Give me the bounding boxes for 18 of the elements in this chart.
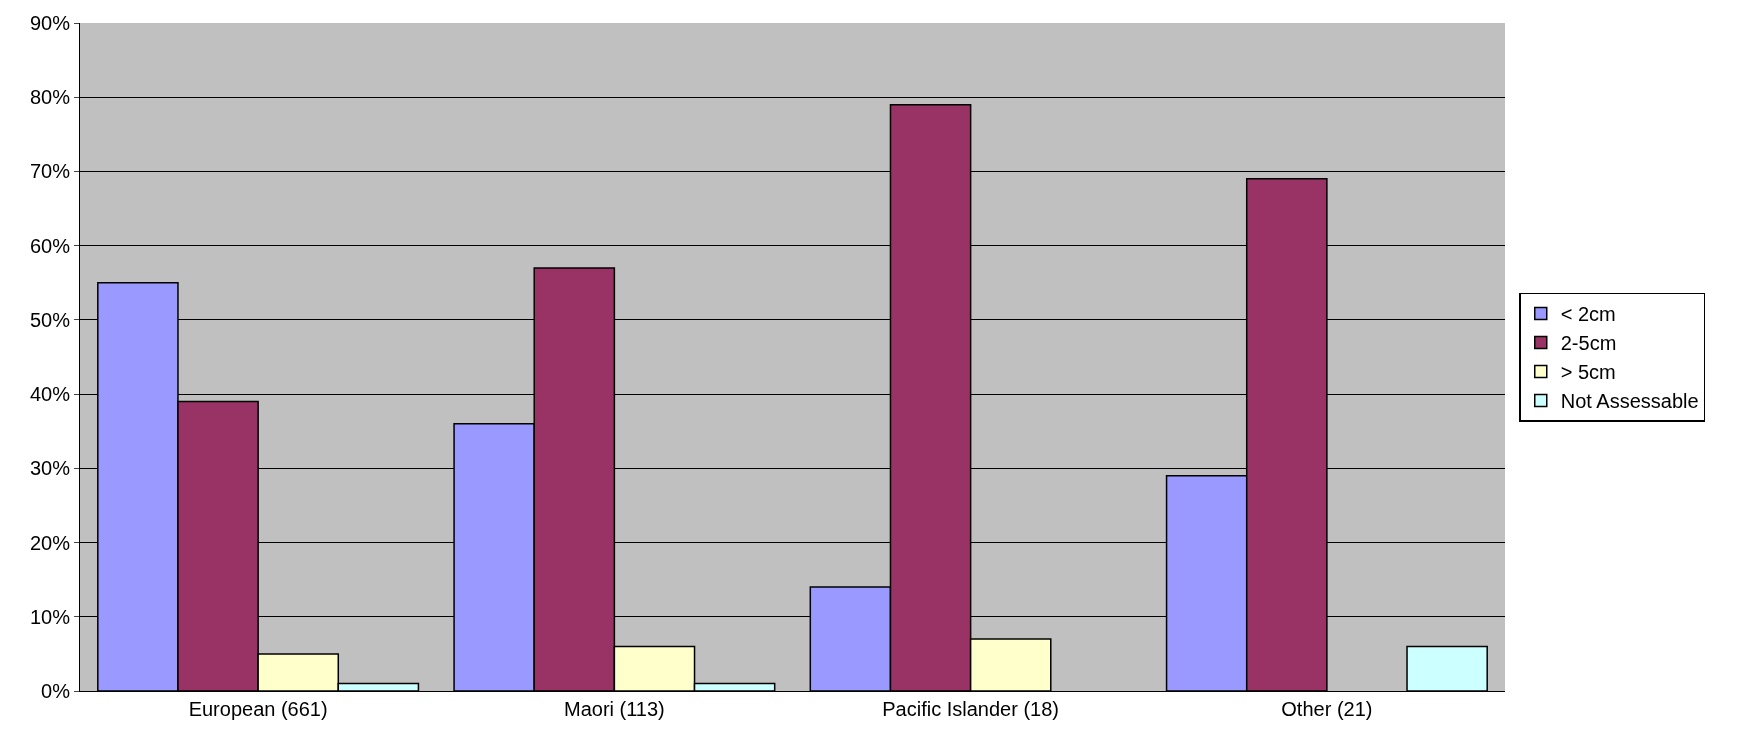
x-tick-label: Other (21) (1281, 698, 1373, 720)
y-tick-label: 90% (29, 12, 71, 34)
legend-label: > 5cm (1560, 361, 1616, 384)
y-tick-label: 30% (29, 457, 71, 480)
y-tick-label: 80% (29, 86, 71, 109)
y-tick-label: 0% (41, 680, 71, 702)
legend-label: < 2cm (1560, 303, 1616, 326)
y-tick-label: 70% (29, 160, 71, 183)
x-tick-label: European (661) (188, 698, 328, 720)
y-tick-label: 40% (29, 383, 71, 406)
legend-label: 2-5cm (1560, 332, 1617, 355)
y-tick-label: 60% (29, 234, 71, 257)
legend-label: Not Assessable (1560, 390, 1699, 413)
y-tick-label: 20% (29, 531, 71, 554)
x-tick-label: Maori (113) (563, 698, 665, 720)
y-tick-label: 10% (29, 605, 71, 628)
y-tick-label: 50% (29, 308, 71, 331)
x-tick-label: Pacific Islander (18) (882, 698, 1060, 720)
